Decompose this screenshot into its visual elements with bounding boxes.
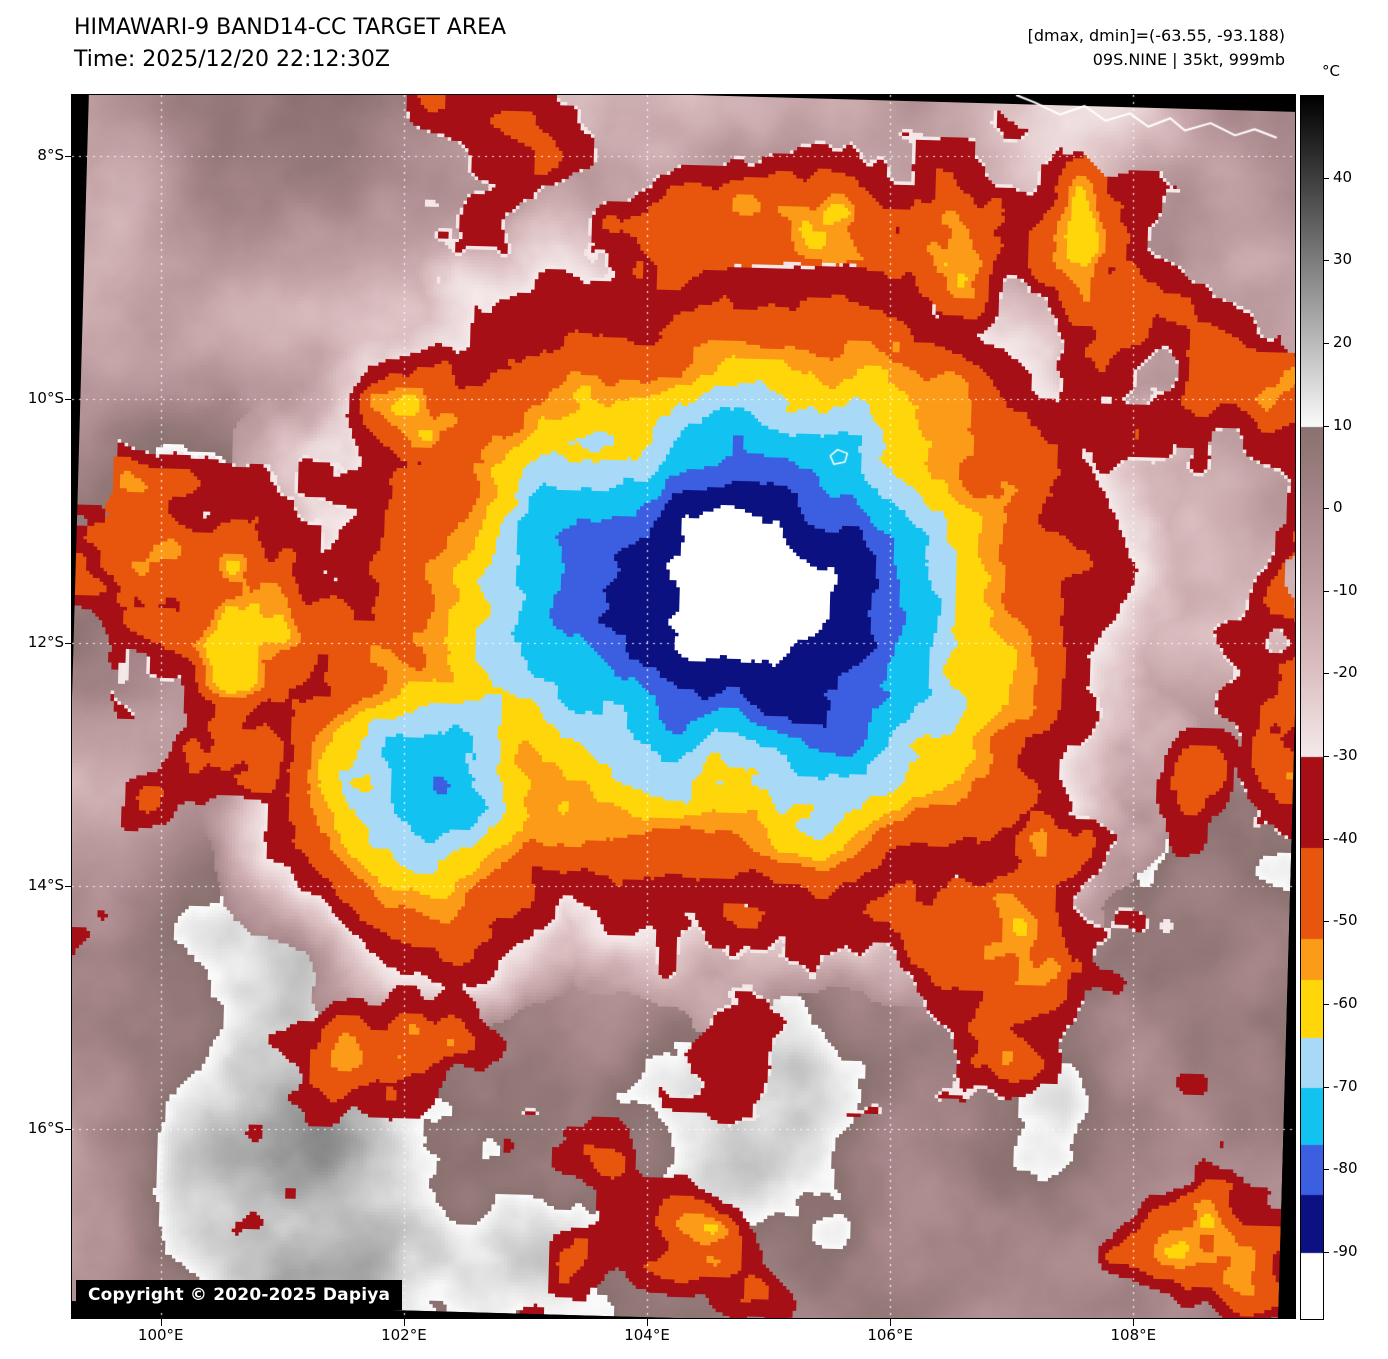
colorbar-tick: [1323, 508, 1329, 510]
y-axis-label: 8°S: [37, 145, 64, 164]
colorbar-tick-label: -30: [1333, 746, 1358, 765]
x-axis-label: 104°E: [624, 1326, 670, 1344]
title-block: HIMAWARI-9 BAND14-CC TARGET AREA Time: 2…: [74, 12, 506, 76]
colorbar-unit-label: °C: [1322, 62, 1340, 80]
x-axis-label: 102°E: [381, 1326, 427, 1344]
colorbar-tick: [1323, 838, 1329, 840]
colorbar-tick: [1323, 342, 1329, 344]
colorbar-tick-label: 0: [1333, 498, 1343, 517]
colorbar: [1300, 95, 1324, 1320]
x-axis-label: 106°E: [867, 1326, 913, 1344]
colorbar-tick-label: -50: [1333, 911, 1358, 930]
colorbar-tick: [1323, 590, 1329, 592]
x-axis-tick: [160, 1319, 162, 1326]
colorbar-tick-label: -60: [1333, 993, 1358, 1012]
colorbar-tick: [1323, 1169, 1329, 1171]
colorbar-canvas: [1301, 96, 1323, 1319]
colorbar-tick-label: 20: [1333, 332, 1353, 351]
colorbar-tick-label: -10: [1333, 580, 1358, 599]
y-axis-tick: [65, 642, 72, 644]
map-plot-area: Copyright © 2020-2025 Dapiya: [72, 95, 1295, 1318]
colorbar-tick-label: -80: [1333, 1159, 1358, 1178]
colorbar-tick: [1323, 1251, 1329, 1253]
y-axis-label: 12°S: [27, 632, 64, 651]
x-axis-label: 100°E: [137, 1326, 184, 1344]
colorbar-tick-label: 40: [1333, 167, 1353, 186]
y-axis-label: 10°S: [27, 389, 64, 408]
colorbar-tick-label: 30: [1333, 250, 1353, 269]
x-axis-label: 108°E: [1110, 1326, 1157, 1344]
colorbar-tick-label: -70: [1333, 1076, 1358, 1095]
x-axis-tick: [647, 1319, 649, 1326]
info-block: [dmax, dmin]=(-63.55, -93.188) 09S.NINE …: [1028, 24, 1285, 72]
product-time: Time: 2025/12/20 22:12:30Z: [74, 47, 390, 72]
y-axis-tick: [65, 1129, 72, 1131]
x-axis-tick: [890, 1319, 892, 1326]
y-axis-label: 14°S: [27, 875, 64, 894]
copyright-badge: Copyright © 2020-2025 Dapiya: [76, 1280, 403, 1310]
x-axis-tick: [1133, 1319, 1135, 1326]
colorbar-tick: [1323, 673, 1329, 675]
storm-readout: 09S.NINE | 35kt, 999mb: [1092, 50, 1285, 69]
colorbar-tick: [1323, 756, 1329, 758]
colorbar-tick-label: 10: [1333, 415, 1353, 434]
colorbar-tick: [1323, 1003, 1329, 1005]
y-axis-tick: [65, 155, 72, 157]
product-title: HIMAWARI-9 BAND14-CC TARGET AREA: [74, 15, 507, 40]
colorbar-tick-label: -90: [1333, 1241, 1358, 1260]
x-axis-tick: [403, 1319, 405, 1326]
dmax-dmin-readout: [dmax, dmin]=(-63.55, -93.188): [1027, 26, 1285, 45]
y-axis-tick: [65, 885, 72, 887]
colorbar-tick-label: -20: [1333, 663, 1358, 682]
colorbar-tick: [1323, 921, 1329, 923]
y-axis-tick: [65, 399, 72, 401]
colorbar-tick: [1323, 177, 1329, 179]
colorbar-tick: [1323, 425, 1329, 427]
colorbar-tick-label: -40: [1333, 828, 1358, 847]
y-axis-label: 16°S: [27, 1119, 64, 1138]
colorbar-tick: [1323, 260, 1329, 262]
colorbar-tick: [1323, 1086, 1329, 1088]
grid-coastline-overlay: [72, 95, 1295, 1318]
